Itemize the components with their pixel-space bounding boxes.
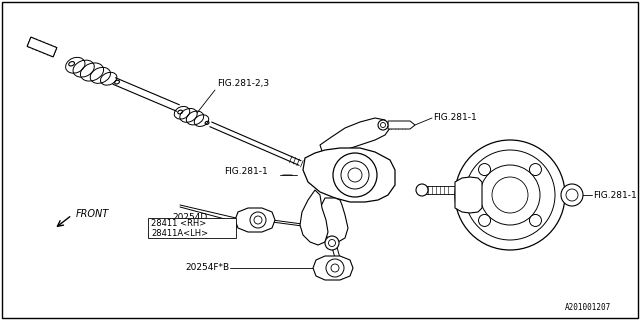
Polygon shape	[27, 37, 57, 57]
Text: FIG.281-2,3: FIG.281-2,3	[217, 79, 269, 88]
Polygon shape	[300, 190, 328, 245]
Polygon shape	[318, 198, 348, 242]
Circle shape	[479, 164, 490, 176]
Text: FIG.281-1: FIG.281-1	[593, 190, 637, 199]
Text: 20254D: 20254D	[172, 212, 207, 221]
Circle shape	[529, 164, 541, 176]
Circle shape	[333, 153, 377, 197]
Text: A201001207: A201001207	[565, 303, 611, 312]
Polygon shape	[455, 177, 482, 213]
Text: FRONT: FRONT	[76, 209, 109, 219]
Circle shape	[529, 214, 541, 227]
Circle shape	[378, 120, 388, 130]
Text: FIG.281-1: FIG.281-1	[433, 113, 477, 122]
Circle shape	[325, 236, 339, 250]
Text: 20254F*B: 20254F*B	[185, 263, 229, 273]
Polygon shape	[388, 121, 415, 129]
Polygon shape	[313, 256, 353, 280]
Bar	[148, 218, 236, 238]
Circle shape	[455, 140, 565, 250]
Circle shape	[480, 165, 540, 225]
Circle shape	[561, 184, 583, 206]
Circle shape	[416, 184, 428, 196]
Text: 28411 <RH>: 28411 <RH>	[151, 219, 206, 228]
Circle shape	[479, 214, 490, 227]
Polygon shape	[303, 148, 395, 202]
Polygon shape	[235, 208, 275, 232]
Text: 28411A<LH>: 28411A<LH>	[151, 228, 208, 237]
Text: FIG.281-1: FIG.281-1	[224, 166, 268, 175]
Polygon shape	[320, 118, 390, 160]
